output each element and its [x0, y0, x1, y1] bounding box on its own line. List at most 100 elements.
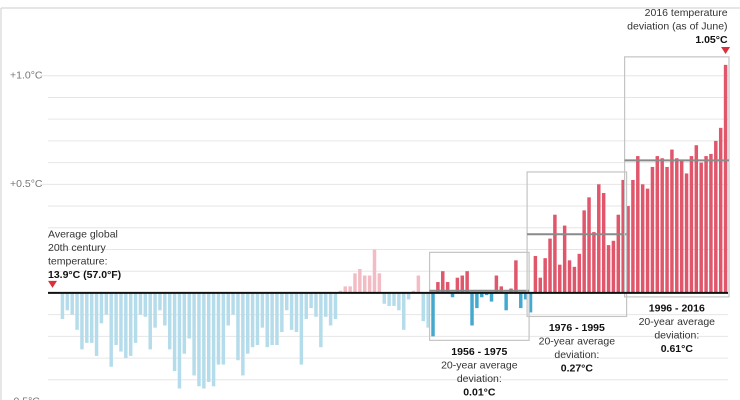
- bar: [402, 292, 406, 330]
- bar: [597, 184, 601, 293]
- bar: [450, 292, 455, 298]
- bar: [470, 292, 474, 326]
- bar: [338, 290, 343, 293]
- bar: [148, 292, 152, 350]
- bar: [650, 166, 655, 293]
- bar: [124, 292, 128, 359]
- bar: [606, 245, 611, 293]
- bar: [314, 292, 318, 317]
- period-box: [526, 171, 628, 318]
- bar: [543, 258, 547, 293]
- bar: [163, 292, 167, 326]
- bar: [465, 271, 469, 293]
- marker: [48, 280, 57, 288]
- bar: [514, 260, 518, 293]
- bar: [436, 282, 440, 293]
- bar: [363, 275, 367, 293]
- annotation-emphasis: 13.9°C (57.0°F): [48, 269, 121, 281]
- bar: [577, 253, 582, 293]
- bar: [143, 292, 148, 317]
- bar: [94, 292, 99, 356]
- bar: [494, 275, 499, 293]
- bar: [694, 145, 699, 293]
- bar: [445, 282, 450, 293]
- annotation-text: 2016 temperature: [645, 7, 728, 19]
- y-tick-label: -0.5°C: [10, 395, 40, 400]
- bar: [475, 292, 479, 309]
- bar: [236, 292, 240, 361]
- bar: [616, 214, 621, 293]
- period-box: [428, 251, 530, 341]
- bar: [358, 269, 362, 293]
- bar: [167, 292, 172, 350]
- bar: [221, 292, 226, 365]
- period-text: deviation:: [554, 349, 599, 361]
- bar: [397, 292, 401, 311]
- bar: [89, 292, 94, 343]
- bar: [382, 292, 386, 304]
- bar: [226, 292, 230, 326]
- bar: [172, 292, 177, 372]
- bar: [553, 214, 557, 293]
- bar: [241, 292, 245, 376]
- bar: [499, 286, 504, 293]
- bar: [392, 292, 396, 306]
- bar: [592, 232, 596, 293]
- bar: [304, 292, 308, 319]
- bar: [504, 292, 508, 311]
- bar: [245, 292, 250, 354]
- bar: [114, 292, 118, 346]
- bar: [231, 292, 235, 315]
- bar: [406, 292, 411, 300]
- bar: [714, 140, 718, 293]
- annotation-text: 20th century: [48, 242, 107, 254]
- bar: [660, 158, 664, 293]
- bar: [284, 292, 289, 311]
- bar: [177, 292, 182, 389]
- bar: [519, 292, 523, 309]
- annotation-emphasis: 1.05°C: [695, 34, 728, 46]
- bar: [280, 292, 284, 332]
- bar: [489, 292, 494, 302]
- annotation-text: Average global: [48, 229, 118, 241]
- bar: [484, 292, 489, 296]
- bar: [460, 275, 465, 293]
- bar: [153, 292, 157, 328]
- bar: [601, 193, 606, 293]
- bar: [631, 179, 635, 293]
- bar: [99, 292, 104, 324]
- bar: [572, 266, 577, 293]
- bar: [679, 160, 684, 293]
- bar: [187, 292, 191, 339]
- bar: [411, 290, 416, 293]
- period-label: 1996 - 2016: [649, 303, 705, 315]
- period-average-label: 0.01°C: [463, 387, 496, 399]
- bar: [538, 277, 543, 293]
- bar: [70, 292, 74, 315]
- bar: [645, 188, 650, 293]
- bar: [294, 292, 299, 332]
- bar: [138, 292, 143, 315]
- bar: [640, 184, 645, 293]
- bar: [216, 292, 221, 365]
- bar: [367, 275, 372, 293]
- y-tick-label: +1.0°C: [10, 70, 43, 82]
- bar: [655, 156, 660, 293]
- bar: [611, 240, 616, 293]
- bar: [250, 292, 255, 348]
- bar: [343, 286, 347, 293]
- bar: [372, 249, 377, 293]
- period-average-label: 0.61°C: [661, 343, 694, 355]
- bar: [60, 292, 65, 319]
- bar: [426, 292, 430, 328]
- bar: [348, 286, 352, 293]
- bar: [85, 292, 89, 343]
- bar: [548, 238, 552, 293]
- bar: [431, 292, 435, 337]
- bar: [260, 292, 265, 328]
- bar: [133, 292, 138, 343]
- marker: [721, 47, 731, 54]
- bar: [109, 292, 113, 367]
- bar: [626, 206, 630, 293]
